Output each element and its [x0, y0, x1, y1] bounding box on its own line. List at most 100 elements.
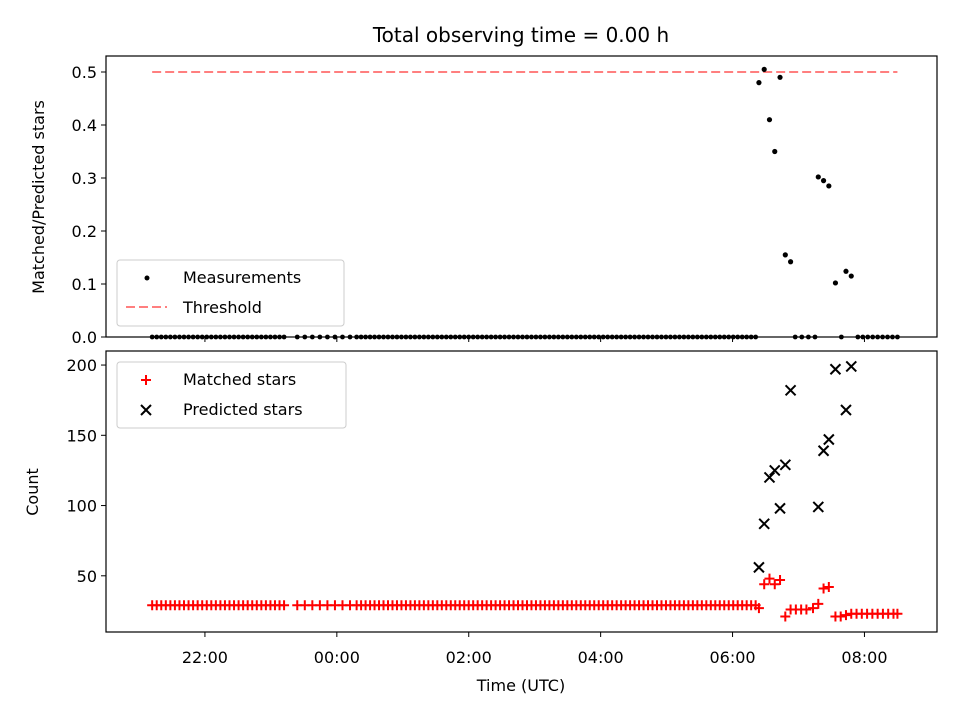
measurement-point-zero: [712, 334, 718, 340]
measurement-point-zero: [880, 334, 885, 340]
measurement-point-zero: [258, 334, 264, 340]
measurement-point-zero: [560, 334, 566, 340]
measurement-point-zero: [641, 334, 646, 340]
predicted-star-point: [769, 464, 781, 477]
measurement-point-zero: [605, 334, 611, 340]
measurement-point-zero: [493, 334, 499, 340]
measurement-point-zero: [659, 334, 664, 340]
measurement-point-zero: [717, 334, 723, 340]
measurement-point: [761, 66, 767, 72]
measurement-point-zero: [254, 334, 260, 340]
x-axis-label: Time (UTC): [476, 676, 565, 695]
legend-threshold-label: Threshold: [182, 298, 262, 317]
bottom-y-tick-label: 150: [66, 426, 97, 445]
top-y-axis-label: Matched/Predicted stars: [29, 100, 48, 294]
measurement-point-zero: [309, 334, 315, 340]
measurement-point-zero: [721, 334, 727, 340]
measurement-point-zero: [272, 334, 278, 340]
legend-plus-marker: [141, 375, 151, 385]
matched-star-point: [835, 611, 846, 622]
matched-star-point: [813, 598, 824, 609]
measurement-point-zero: [430, 334, 436, 340]
matched-star-point: [818, 583, 829, 594]
measurement-point-zero: [403, 334, 409, 340]
top-y-tick-label: 0.4: [72, 116, 97, 135]
legend-matched-marker: [141, 375, 151, 385]
top-y-tick-label: 0.5: [72, 63, 97, 82]
measurement-point: [782, 252, 788, 258]
measurement-point-zero: [614, 334, 620, 340]
measurement-point-zero: [812, 334, 818, 340]
measurement-point-zero: [461, 334, 467, 340]
measurement-point-zero: [358, 334, 364, 340]
measurement-point-zero: [618, 334, 624, 340]
measurement-point-zero: [332, 334, 338, 340]
measurement-point-zero: [600, 334, 606, 340]
measurement-point-zero: [158, 334, 164, 340]
measurement-point-zero: [167, 334, 173, 340]
predicted-star-point: [829, 363, 842, 375]
predicted-star-point: [758, 518, 770, 530]
measurement-point-zero: [645, 334, 651, 340]
measurement-point-zero: [890, 334, 895, 340]
measurement-point-zero: [735, 334, 741, 340]
x-tick-label: 04:00: [578, 648, 624, 667]
measurement-point-zero: [204, 334, 210, 340]
measurement-point-zero: [663, 334, 669, 340]
measurement-point-zero: [213, 334, 219, 340]
legend-measurements-marker: [144, 275, 150, 281]
measurement-point-zero: [245, 334, 251, 340]
matched-star-point: [801, 604, 812, 615]
bottom-x-ticks: 22:00 00:00 02:00 04:00 06:00 08:00: [182, 632, 888, 667]
measurement-point-zero: [855, 334, 861, 340]
measurement-point-zero: [792, 334, 798, 340]
top-y-ticks: 0.0 0.1 0.2 0.3 0.4 0.5: [72, 63, 106, 347]
measurement-point-zero: [739, 334, 745, 340]
measurement-point-zero: [885, 334, 890, 340]
measurement-point-zero: [408, 334, 413, 340]
measurement-point-zero: [195, 334, 201, 340]
measurement-point-zero: [555, 334, 561, 340]
measurement-point-zero: [569, 334, 575, 340]
measurement-point-zero: [434, 334, 440, 340]
measurement-point-zero: [249, 334, 255, 340]
measurement-point-zero: [281, 334, 287, 340]
measurement-point-zero: [694, 334, 700, 340]
bottom-axes-frame: [105, 350, 938, 633]
measurement-point-zero: [865, 334, 871, 340]
matched-star-point: [823, 582, 834, 593]
measurement-point-zero: [317, 334, 323, 340]
measurement-point-zero: [149, 334, 155, 340]
measurement-point-zero: [895, 334, 900, 340]
measurement-point-zero: [302, 334, 308, 340]
bottom-y-axis-label: Count: [23, 468, 42, 516]
measurement-point-zero: [381, 334, 386, 340]
measurement-point-zero: [730, 334, 736, 340]
measurement-point-zero: [582, 334, 588, 340]
predicted-star-point: [817, 445, 830, 457]
measurement-point-zero: [372, 334, 377, 340]
measurement-point-zero: [277, 334, 282, 340]
measurement-point-zero: [390, 334, 395, 340]
measurement-point-zero: [636, 334, 642, 340]
legend-measurements-label: Measurements: [183, 268, 301, 287]
measurement-point: [772, 148, 778, 155]
matched-star-point: [759, 579, 770, 590]
measurement-point-zero: [627, 334, 633, 340]
measurement-point-zero: [547, 334, 552, 340]
measurement-point-zero: [497, 334, 503, 340]
matched-star-points: [147, 573, 903, 622]
measurement-point-zero: [466, 334, 472, 340]
matched-star-point: [753, 603, 764, 614]
bottom-panel: Count Time (UTC) 50 100 150 200 22:00 00:00 0…: [23, 350, 938, 695]
top-panel: Matched/Predicted stars 0.00.10.20.30.40…: [29, 55, 938, 347]
measurement-point-zero: [506, 334, 512, 340]
bottom-y-ticks: 50 100 150 200: [66, 356, 106, 586]
measurement-point-zero: [363, 334, 368, 340]
measurement-point-zero: [416, 334, 422, 340]
top-legend: Measurements Threshold: [116, 259, 345, 327]
measurement-point: [787, 259, 794, 265]
measurement-point-zero: [199, 334, 205, 340]
